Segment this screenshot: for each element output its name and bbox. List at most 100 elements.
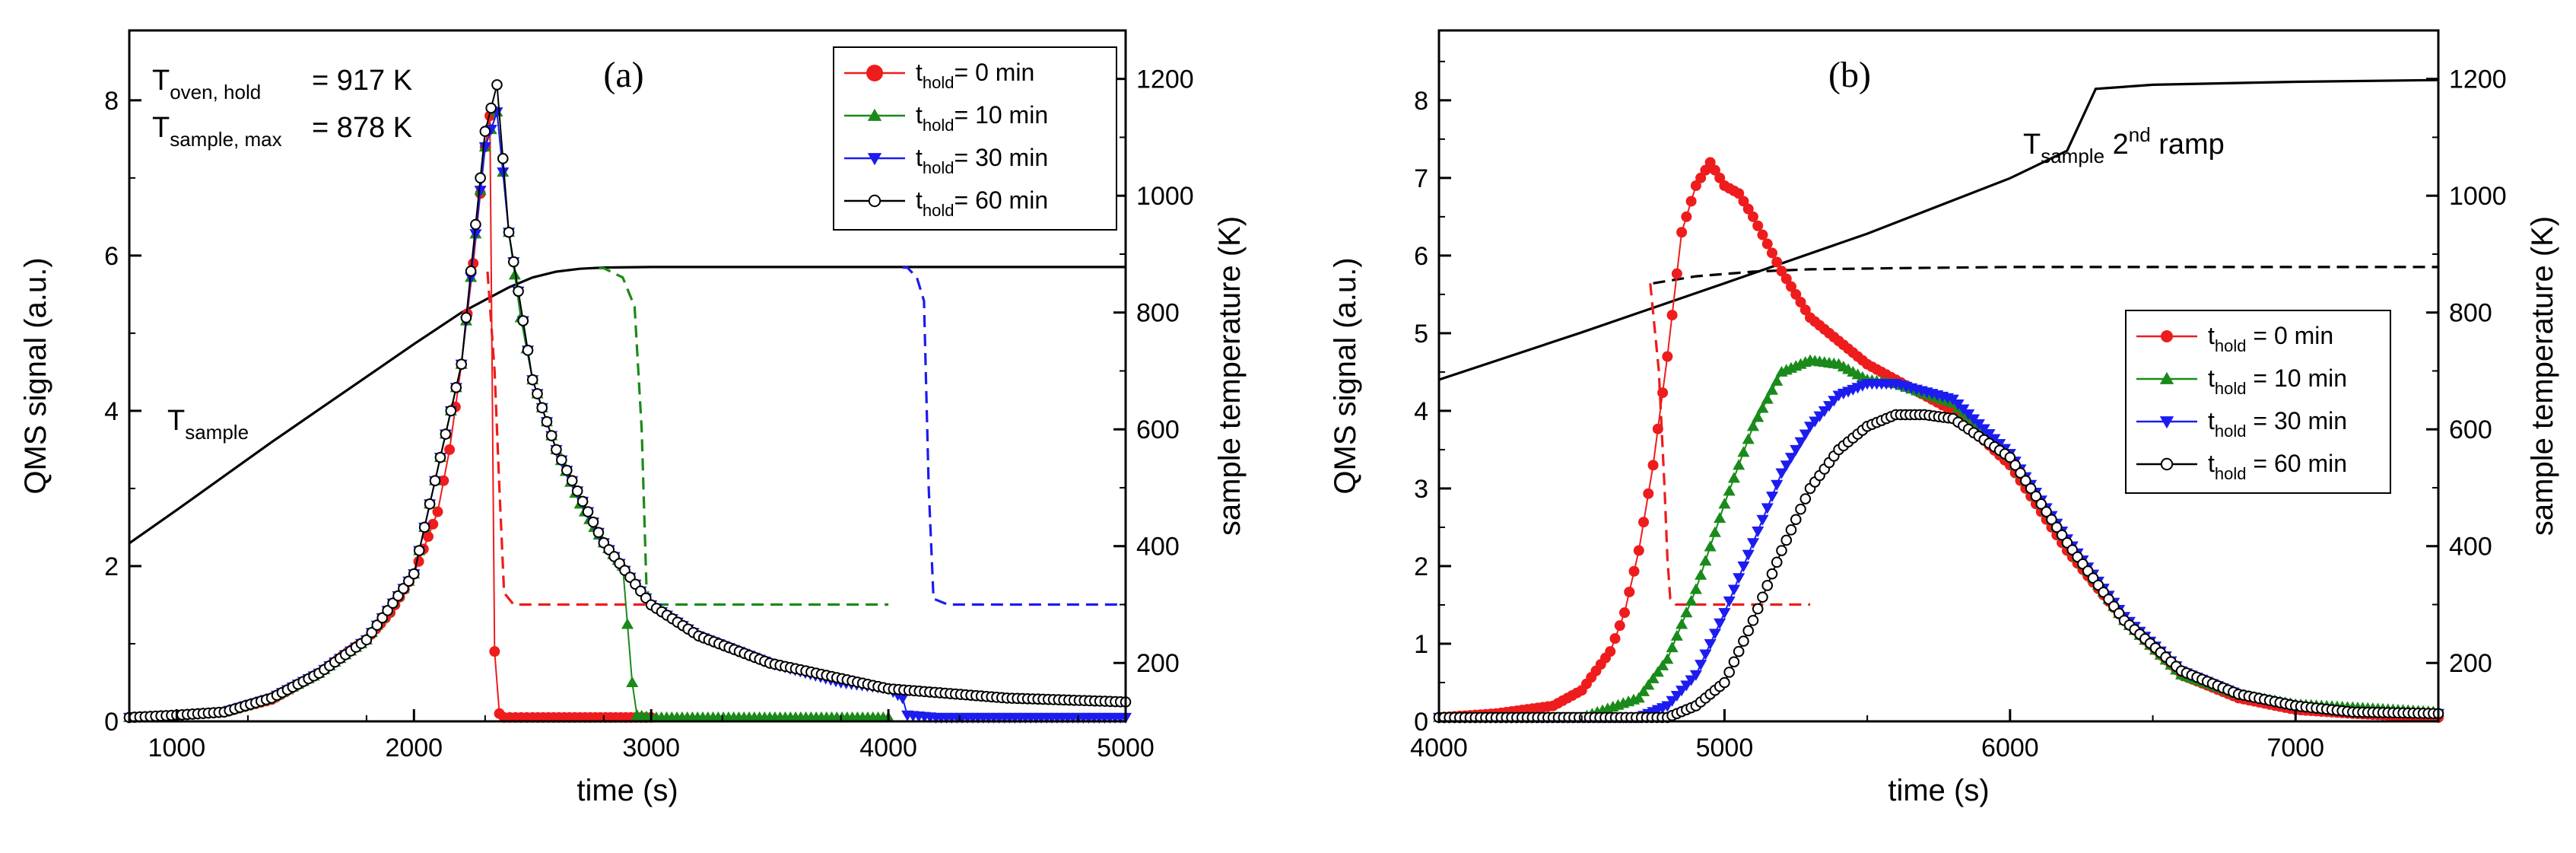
data-point <box>423 531 434 543</box>
data-point <box>1643 488 1654 499</box>
y-tick-label: 8 <box>104 87 119 116</box>
legend-marker <box>866 65 883 81</box>
plot-frame <box>1437 29 2440 723</box>
panel-b: 4000 5000 6000 7000 0 1 2 3 4 5 6 7 8 200 400 600 800 100… <box>1329 29 2559 807</box>
legend-label: thold = 60 min <box>2208 450 2347 483</box>
data-point <box>1727 584 1740 596</box>
data-point <box>526 374 538 386</box>
data-point <box>1818 406 1831 417</box>
legend-subscript: hold <box>2215 336 2247 355</box>
data-point <box>1704 157 1716 168</box>
legend-subscript: hold <box>2215 464 2247 483</box>
data-point <box>489 646 500 657</box>
y-tick-label: 3 <box>1414 475 1428 504</box>
data-point <box>1723 596 1736 607</box>
y-tick-label: 4 <box>104 397 119 426</box>
data-point <box>1823 401 1836 412</box>
data-point <box>1666 695 1679 707</box>
annotation-text: ramp <box>2151 129 2225 161</box>
temperature-curve <box>129 266 1126 545</box>
data-point <box>2009 460 2021 471</box>
data-point <box>470 218 481 231</box>
data-point <box>1804 422 1817 433</box>
data-point <box>427 518 439 530</box>
legend-value: = 10 min <box>954 101 1048 129</box>
data-point <box>1714 172 1726 183</box>
data-point <box>592 527 605 539</box>
annotation-main: T <box>167 405 185 437</box>
data-point <box>1633 545 1644 556</box>
legend-label: thold = 10 min <box>2208 364 2347 398</box>
data-point <box>1761 238 1773 250</box>
data-point <box>1771 556 1783 568</box>
data-point <box>1708 526 1721 537</box>
annotation-subscript: sample <box>185 421 249 444</box>
temperature-curve <box>1649 283 1811 606</box>
y-tick-label: 8 <box>1414 87 1428 116</box>
data-point <box>456 358 467 370</box>
data-point <box>1761 580 1774 591</box>
x-tick-label: 5000 <box>1097 734 1155 762</box>
data-point <box>1704 638 1717 651</box>
legend-subscript: hold <box>923 116 954 135</box>
legend-label: thold= 30 min <box>916 144 1048 177</box>
y-tick-label: 6 <box>104 242 119 271</box>
legend-marker <box>868 194 881 208</box>
y-axis-label: QMS signal (a.u.) <box>19 257 52 494</box>
data-point <box>444 444 456 455</box>
data-point <box>536 402 548 414</box>
data-point <box>1747 211 1758 222</box>
annotation-ramp: Tsample 2nd ramp <box>2023 123 2225 167</box>
data-point <box>1738 635 1749 647</box>
data-point <box>434 451 446 463</box>
y-tick-label: 0 <box>1414 708 1428 737</box>
data-point <box>1766 568 1778 580</box>
data-point <box>497 167 510 179</box>
data-point <box>1756 514 1769 526</box>
data-point <box>1699 555 1712 566</box>
data-point <box>1752 603 1764 615</box>
y2-tick-label: 1200 <box>1136 65 1194 94</box>
data-point <box>1737 561 1750 573</box>
data-point <box>387 597 399 609</box>
legend-value: = 30 min <box>954 144 1048 171</box>
data-point <box>626 676 639 688</box>
data-point <box>1733 188 1745 199</box>
y2-tick-label: 600 <box>2449 415 2492 444</box>
data-point <box>1685 196 1697 207</box>
data-point <box>1776 545 1787 556</box>
data-point <box>1695 568 1707 580</box>
y-tick-label: 2 <box>104 552 119 581</box>
data-point <box>577 495 589 508</box>
data-point <box>1776 266 1787 277</box>
data-point <box>1799 493 1812 504</box>
data-point <box>1680 606 1693 618</box>
legend-marker <box>867 108 882 121</box>
data-point <box>1647 460 1659 471</box>
data-point <box>522 345 534 356</box>
legend-value: = 10 min <box>2246 364 2347 392</box>
y-tick-label: 6 <box>1414 242 1428 271</box>
data-point <box>513 285 524 298</box>
legend-main: t <box>2208 364 2215 392</box>
data-point <box>1676 618 1688 629</box>
data-point <box>2035 498 2047 510</box>
temperature-curve <box>902 266 1126 606</box>
legend-marker <box>867 153 882 166</box>
data-point <box>1794 437 1807 448</box>
plot-frame <box>128 29 1127 723</box>
data-point <box>403 575 415 587</box>
data-point <box>1670 690 1683 702</box>
data-point <box>1619 607 1631 619</box>
data-point <box>475 172 486 184</box>
data-point <box>1605 646 1616 657</box>
data-point <box>1628 565 1640 577</box>
data-point <box>1681 211 1692 222</box>
legend-main: t <box>916 186 923 214</box>
data-point <box>1695 172 1707 183</box>
x-tick-label: 7000 <box>2266 734 2324 762</box>
data-point <box>1784 453 1798 464</box>
legend-main: t <box>916 101 923 129</box>
data-point <box>445 405 457 417</box>
data-point <box>1676 686 1688 697</box>
